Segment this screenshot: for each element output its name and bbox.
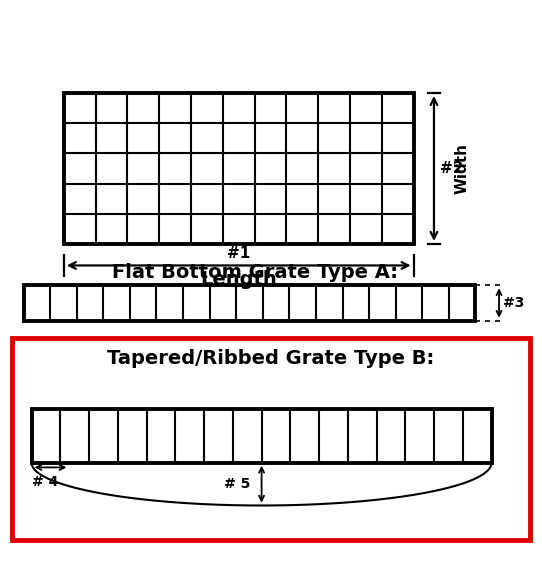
Text: Flat Bottom Grate Type A:: Flat Bottom Grate Type A: (112, 263, 398, 282)
Text: Length: Length (201, 270, 277, 289)
Text: #3: #3 (504, 296, 525, 310)
Text: # 5: # 5 (224, 477, 251, 491)
Text: Width: Width (454, 143, 469, 194)
Text: # 4: # 4 (31, 476, 58, 489)
Text: #1: #1 (227, 246, 250, 261)
Bar (12, 337, 530, 540)
Bar (31, 409, 492, 463)
Bar (24, 285, 475, 321)
Text: Tapered/Ribbed Grate Type B:: Tapered/Ribbed Grate Type B: (107, 349, 435, 368)
Text: #2: #2 (441, 161, 464, 176)
Bar (64, 93, 414, 244)
